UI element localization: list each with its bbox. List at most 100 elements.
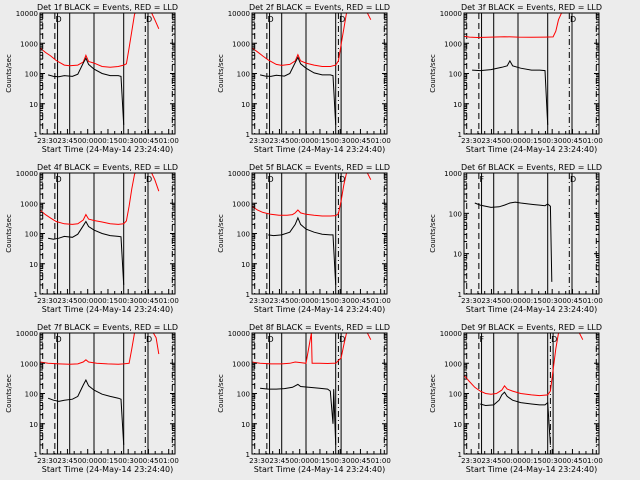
x-tick-label: 00:30 <box>118 137 138 145</box>
time-marker-label: D <box>570 175 576 184</box>
x-tick-label: 23:45 <box>481 297 501 305</box>
x-tick-label: 00:00 <box>502 457 522 465</box>
y-axis-label: Counts/sec <box>217 214 225 253</box>
plot-frame <box>463 172 600 295</box>
y-tick-label: 1000 <box>444 170 462 178</box>
lld-series-line <box>40 333 160 365</box>
y-tick-label: 10000 <box>228 10 250 18</box>
y-tick-label: 100 <box>237 391 250 399</box>
y-tick-label: 10 <box>241 261 250 269</box>
x-tick-label: 00:30 <box>330 137 350 145</box>
y-tick-label: 10000 <box>16 170 38 178</box>
x-tick-label: 00:45 <box>138 297 158 305</box>
x-tick-label: 00:15 <box>310 457 330 465</box>
x-tick-label: 00:15 <box>522 137 542 145</box>
time-marker-label: D <box>570 15 576 24</box>
y-tick-label: 1 <box>246 291 250 299</box>
events-series-line <box>268 216 337 285</box>
chart-title: Det 4f BLACK = Events, RED = LLD <box>37 163 178 172</box>
y-tick-label: 1 <box>458 451 462 459</box>
x-tick-label: 00:45 <box>562 297 582 305</box>
x-tick-label: 00:00 <box>502 297 522 305</box>
y-tick-label: 10000 <box>16 10 38 18</box>
x-tick-label: 00:30 <box>542 297 562 305</box>
x-tick-label: 23:45 <box>481 457 501 465</box>
y-tick-label: 100 <box>237 71 250 79</box>
x-tick-label: 00:45 <box>350 137 370 145</box>
x-tick-label: 00:30 <box>542 457 562 465</box>
plot-frame <box>251 12 388 135</box>
y-tick-label: 10 <box>29 421 38 429</box>
y-tick-label: 100 <box>449 71 462 79</box>
y-tick-label: 1 <box>246 451 250 459</box>
time-marker-label: F <box>480 175 485 184</box>
time-marker-label: D <box>551 335 557 344</box>
y-tick-label: 10000 <box>228 170 250 178</box>
x-tick-label: 00:45 <box>138 137 158 145</box>
x-tick-label: 00:00 <box>502 137 522 145</box>
x-axis-label: Start Time (24-May-14 23:24:40) <box>254 465 385 474</box>
x-tick-label: 00:45 <box>562 137 582 145</box>
lld-series-line <box>464 13 563 39</box>
y-tick-label: 10 <box>241 421 250 429</box>
chart-panel: F D 1 10 100 1000 23:30 23:45 00:00 00:15 00:30 00:… <box>429 163 603 314</box>
y-tick-label: 100 <box>25 231 38 239</box>
x-axis-label: Start Time (24-May-14 23:24:40) <box>42 465 173 474</box>
x-tick-label: 00:45 <box>138 457 158 465</box>
time-marker-label: D <box>268 175 274 184</box>
chart-title: Det 9f BLACK = Events, RED = LLD <box>461 323 602 332</box>
x-axis-label: Start Time (24-May-14 23:24:40) <box>466 305 597 314</box>
time-marker-label: D <box>339 15 345 24</box>
y-tick-label: 1 <box>458 131 462 139</box>
chart-title: Det 2f BLACK = Events, RED = LLD <box>249 3 390 12</box>
time-marker-label: D <box>56 15 62 24</box>
plot-frame <box>463 12 600 135</box>
x-tick-label: 01:00 <box>371 297 391 305</box>
lld-series-line <box>252 333 372 365</box>
y-tick-label: 1000 <box>444 40 462 48</box>
x-tick-label: 23:30 <box>461 297 481 305</box>
y-tick-label: 100 <box>237 231 250 239</box>
x-tick-label: 00:45 <box>562 457 582 465</box>
time-marker-label: D <box>146 335 152 344</box>
x-tick-label: 01:00 <box>159 297 179 305</box>
events-series-line <box>47 57 125 125</box>
y-tick-label: 1000 <box>232 200 250 208</box>
x-tick-label: 23:45 <box>57 137 77 145</box>
plot-frame <box>39 172 176 295</box>
chart-title: Det 5f BLACK = Events, RED = LLD <box>249 163 390 172</box>
y-tick-label: 10 <box>453 251 462 259</box>
y-tick-label: 1 <box>34 451 38 459</box>
lld-series-line <box>252 173 372 217</box>
y-tick-label: 1000 <box>20 40 38 48</box>
y-tick-label: 1000 <box>444 360 462 368</box>
plot-frame <box>39 332 176 455</box>
y-axis-label: Counts/sec <box>429 374 437 413</box>
time-marker-label: D <box>268 335 274 344</box>
y-tick-label: 1000 <box>232 40 250 48</box>
x-tick-label: 01:00 <box>583 457 603 465</box>
lld-series-line <box>40 173 160 225</box>
plot-frame <box>251 332 388 455</box>
y-axis-label: Counts/sec <box>5 54 13 93</box>
x-tick-label: 00:15 <box>310 137 330 145</box>
y-tick-label: 10000 <box>440 10 462 18</box>
y-tick-label: 1000 <box>232 360 250 368</box>
y-axis-label: Counts/sec <box>217 54 225 93</box>
x-axis-label: Start Time (24-May-14 23:24:40) <box>466 465 597 474</box>
lld-series-line <box>464 333 584 397</box>
chart-title: Det 3f BLACK = Events, RED = LLD <box>461 3 602 12</box>
time-marker-label: D <box>146 15 152 24</box>
y-axis-label: Counts/sec <box>429 214 437 253</box>
lld-series-line <box>40 13 160 68</box>
events-series-line <box>47 378 125 445</box>
x-tick-label: 00:30 <box>542 137 562 145</box>
events-series-line <box>260 383 337 445</box>
events-series-line <box>259 56 337 125</box>
events-series-line <box>472 59 549 125</box>
y-tick-label: 100 <box>25 71 38 79</box>
